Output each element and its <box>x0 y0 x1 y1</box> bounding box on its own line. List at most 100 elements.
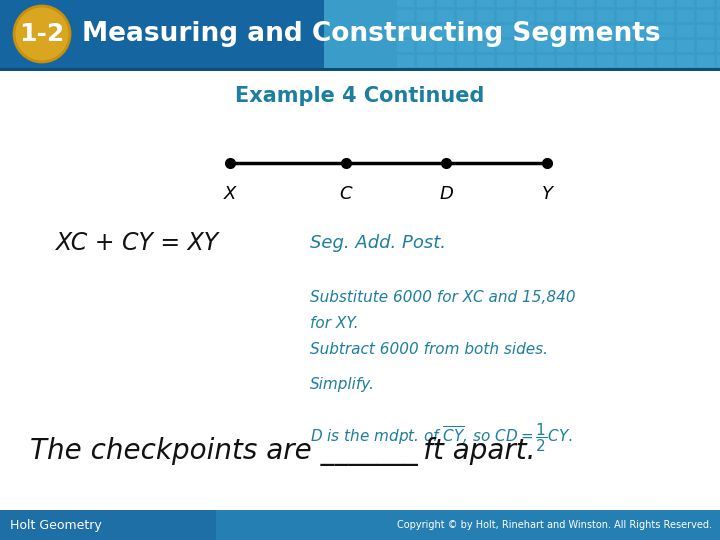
FancyBboxPatch shape <box>457 55 474 67</box>
FancyBboxPatch shape <box>417 40 434 52</box>
FancyBboxPatch shape <box>457 25 474 37</box>
FancyBboxPatch shape <box>517 55 534 67</box>
Text: Y: Y <box>541 185 553 203</box>
FancyBboxPatch shape <box>717 10 720 22</box>
FancyBboxPatch shape <box>557 0 574 7</box>
FancyBboxPatch shape <box>497 40 514 52</box>
FancyBboxPatch shape <box>457 0 474 7</box>
FancyBboxPatch shape <box>437 10 454 22</box>
FancyBboxPatch shape <box>517 0 534 7</box>
FancyBboxPatch shape <box>577 0 594 7</box>
FancyBboxPatch shape <box>537 40 554 52</box>
FancyBboxPatch shape <box>397 40 414 52</box>
FancyBboxPatch shape <box>697 0 714 7</box>
FancyBboxPatch shape <box>517 25 534 37</box>
FancyBboxPatch shape <box>617 25 634 37</box>
FancyBboxPatch shape <box>497 55 514 67</box>
FancyBboxPatch shape <box>537 0 554 7</box>
FancyBboxPatch shape <box>617 55 634 67</box>
Text: $D$ is the mdpt. of $\overline{CY}$, so $CD = \dfrac{1}{2}CY.$: $D$ is the mdpt. of $\overline{CY}$, so … <box>310 422 572 454</box>
FancyBboxPatch shape <box>457 10 474 22</box>
FancyBboxPatch shape <box>617 10 634 22</box>
Text: D: D <box>439 185 454 203</box>
FancyBboxPatch shape <box>397 0 414 7</box>
FancyBboxPatch shape <box>577 25 594 37</box>
FancyBboxPatch shape <box>617 0 634 7</box>
FancyBboxPatch shape <box>537 25 554 37</box>
FancyBboxPatch shape <box>557 10 574 22</box>
FancyBboxPatch shape <box>657 40 674 52</box>
Text: Substitute 6000 for XC and 15,840: Substitute 6000 for XC and 15,840 <box>310 291 575 306</box>
FancyBboxPatch shape <box>397 10 414 22</box>
FancyBboxPatch shape <box>0 68 720 71</box>
Text: Example 4 Continued: Example 4 Continued <box>235 86 485 106</box>
Text: XC + CY = XY: XC + CY = XY <box>55 231 218 255</box>
FancyBboxPatch shape <box>597 10 614 22</box>
FancyBboxPatch shape <box>517 40 534 52</box>
FancyBboxPatch shape <box>497 0 514 7</box>
FancyBboxPatch shape <box>697 40 714 52</box>
FancyBboxPatch shape <box>657 0 674 7</box>
FancyBboxPatch shape <box>697 10 714 22</box>
FancyBboxPatch shape <box>216 510 720 540</box>
FancyBboxPatch shape <box>677 10 694 22</box>
FancyBboxPatch shape <box>677 40 694 52</box>
FancyBboxPatch shape <box>497 25 514 37</box>
FancyBboxPatch shape <box>557 55 574 67</box>
FancyBboxPatch shape <box>637 0 654 7</box>
Text: The checkpoints are _______ ft apart.: The checkpoints are _______ ft apart. <box>30 437 536 467</box>
FancyBboxPatch shape <box>637 10 654 22</box>
FancyBboxPatch shape <box>677 55 694 67</box>
Text: for XY.: for XY. <box>310 316 359 332</box>
FancyBboxPatch shape <box>517 10 534 22</box>
FancyBboxPatch shape <box>677 25 694 37</box>
FancyBboxPatch shape <box>697 55 714 67</box>
FancyBboxPatch shape <box>697 25 714 37</box>
FancyBboxPatch shape <box>477 0 494 7</box>
FancyBboxPatch shape <box>397 55 414 67</box>
FancyBboxPatch shape <box>417 0 434 7</box>
FancyBboxPatch shape <box>717 25 720 37</box>
FancyBboxPatch shape <box>637 25 654 37</box>
FancyBboxPatch shape <box>597 40 614 52</box>
Text: Copyright © by Holt, Rinehart and Winston. All Rights Reserved.: Copyright © by Holt, Rinehart and Winsto… <box>397 520 712 530</box>
FancyBboxPatch shape <box>417 55 434 67</box>
FancyBboxPatch shape <box>0 510 720 540</box>
FancyBboxPatch shape <box>324 0 720 68</box>
FancyBboxPatch shape <box>417 25 434 37</box>
FancyBboxPatch shape <box>677 0 694 7</box>
FancyBboxPatch shape <box>597 0 614 7</box>
FancyBboxPatch shape <box>477 55 494 67</box>
FancyBboxPatch shape <box>557 25 574 37</box>
Text: Subtract 6000 from both sides.: Subtract 6000 from both sides. <box>310 342 548 357</box>
FancyBboxPatch shape <box>397 25 414 37</box>
Text: Simplify.: Simplify. <box>310 376 375 392</box>
FancyBboxPatch shape <box>657 25 674 37</box>
FancyBboxPatch shape <box>537 55 554 67</box>
Text: Seg. Add. Post.: Seg. Add. Post. <box>310 234 446 252</box>
FancyBboxPatch shape <box>577 10 594 22</box>
FancyBboxPatch shape <box>457 40 474 52</box>
FancyBboxPatch shape <box>477 40 494 52</box>
FancyBboxPatch shape <box>0 0 324 68</box>
Text: Holt Geometry: Holt Geometry <box>10 518 102 531</box>
FancyBboxPatch shape <box>617 40 634 52</box>
FancyBboxPatch shape <box>597 55 614 67</box>
FancyBboxPatch shape <box>437 40 454 52</box>
FancyBboxPatch shape <box>637 55 654 67</box>
Text: Measuring and Constructing Segments: Measuring and Constructing Segments <box>82 21 661 47</box>
FancyBboxPatch shape <box>637 40 654 52</box>
FancyBboxPatch shape <box>717 0 720 7</box>
FancyBboxPatch shape <box>437 0 454 7</box>
FancyBboxPatch shape <box>437 55 454 67</box>
Text: 1-2: 1-2 <box>19 22 65 46</box>
Circle shape <box>14 6 70 62</box>
Text: X: X <box>224 185 237 203</box>
FancyBboxPatch shape <box>557 40 574 52</box>
FancyBboxPatch shape <box>497 10 514 22</box>
FancyBboxPatch shape <box>537 10 554 22</box>
FancyBboxPatch shape <box>477 25 494 37</box>
Text: C: C <box>339 185 352 203</box>
FancyBboxPatch shape <box>577 40 594 52</box>
FancyBboxPatch shape <box>657 55 674 67</box>
